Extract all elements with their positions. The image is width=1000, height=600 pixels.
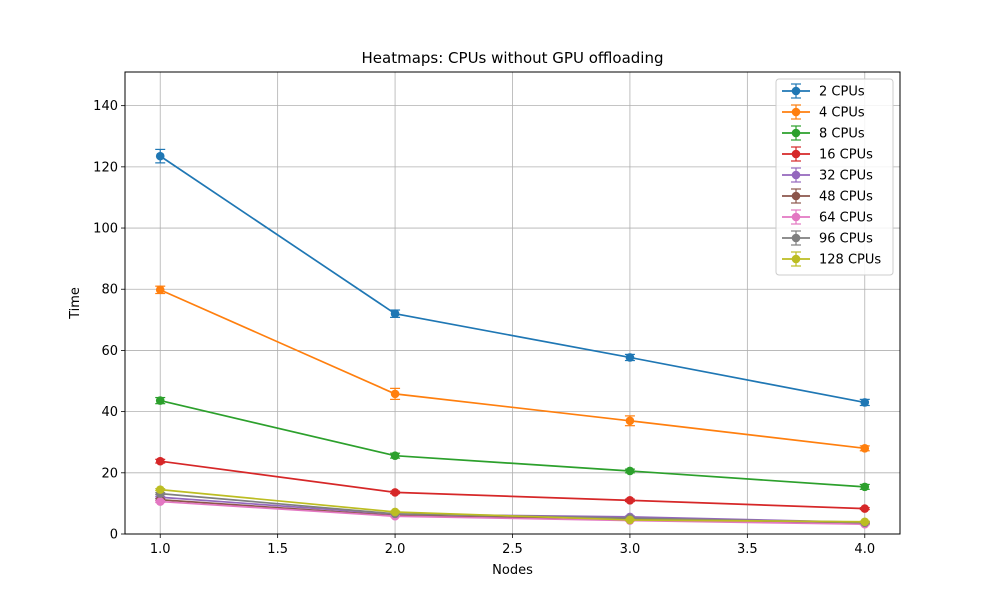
- data-point: [390, 451, 400, 460]
- legend-item: 16 CPUs: [782, 146, 873, 163]
- legend-marker: [791, 149, 801, 159]
- data-point: [625, 353, 635, 362]
- legend-marker: [791, 170, 801, 180]
- data-point: [860, 444, 870, 453]
- x-tick-label: 4.0: [854, 542, 875, 557]
- legend-marker: [791, 128, 801, 138]
- data-point: [625, 515, 635, 525]
- legend: 2 CPUs 4 CPUs 8 CPUs 16 CPUs 32 CPUs 48 CPUs 6…: [775, 78, 894, 276]
- data-point: [390, 389, 400, 399]
- legend-item: 64 CPUs: [782, 209, 873, 226]
- data-point: [860, 398, 870, 407]
- x-tick-label: 3.5: [737, 542, 758, 557]
- data-point: [860, 504, 870, 513]
- data-point: [155, 497, 165, 506]
- legend-label: 4 CPUs: [819, 106, 865, 121]
- series-line: [159, 155, 865, 404]
- series: [155, 396, 870, 492]
- legend-marker: [791, 107, 801, 117]
- x-tick-label: 1.5: [267, 542, 288, 557]
- legend-marker: [791, 86, 801, 96]
- legend-label: 48 CPUs: [819, 190, 873, 205]
- data-point: [155, 285, 165, 295]
- y-tick-label: 40: [101, 405, 118, 420]
- legend-item: 32 CPUs: [782, 167, 873, 184]
- series-line: [160, 488, 865, 523]
- legend-label: 128 CPUs: [819, 253, 881, 268]
- data-point: [625, 496, 635, 505]
- y-tick-label: 140: [93, 99, 118, 114]
- legend-label: 96 CPUs: [819, 232, 873, 247]
- legend-marker: [791, 233, 801, 243]
- data-point: [625, 466, 635, 476]
- legend-marker: [791, 254, 801, 264]
- y-tick-label: 20: [101, 466, 118, 481]
- x-tick-label: 1.0: [150, 542, 171, 557]
- data-point: [155, 456, 165, 466]
- series: [155, 148, 870, 407]
- series-line: [160, 500, 865, 526]
- legend-label: 8 CPUs: [819, 127, 865, 142]
- y-tick-label: 60: [101, 344, 118, 359]
- y-axis-ticks: 0 20 40 60 80 100 120 140: [93, 99, 125, 543]
- y-axis-label: Time: [68, 287, 83, 320]
- legend-item: 4 CPUs: [782, 104, 865, 121]
- data-point: [625, 416, 635, 426]
- legend-label: 16 CPUs: [819, 148, 873, 163]
- data-point: [860, 482, 870, 492]
- series-layer: [155, 148, 870, 529]
- series-line: [160, 399, 865, 488]
- data-point: [390, 309, 400, 319]
- x-tick-label: 2.5: [502, 542, 523, 557]
- y-tick-label: 0: [110, 528, 118, 543]
- legend-item: 48 CPUs: [782, 188, 873, 205]
- x-tick-label: 2.0: [385, 542, 406, 557]
- data-point: [390, 507, 400, 517]
- data-point: [860, 517, 870, 527]
- series-line: [160, 460, 865, 510]
- y-tick-label: 100: [93, 222, 118, 237]
- y-tick-label: 120: [93, 160, 118, 175]
- legend-marker: [791, 191, 801, 201]
- data-point: [155, 151, 165, 161]
- legend-item: 96 CPUs: [782, 230, 873, 247]
- chart-title: Heatmaps: CPUs without GPU offloading: [362, 49, 664, 67]
- data-point: [390, 488, 400, 497]
- data-point: [155, 485, 165, 494]
- series: [155, 485, 870, 527]
- legend-box: [775, 78, 894, 276]
- y-tick-label: 80: [101, 283, 118, 298]
- legend-item: 8 CPUs: [782, 125, 865, 142]
- series: [155, 456, 870, 513]
- legend-item: 2 CPUs: [782, 83, 865, 100]
- x-axis-label: Nodes: [492, 563, 533, 578]
- series: [155, 285, 870, 453]
- legend-item: 128 CPUs: [782, 251, 881, 268]
- series-line: [159, 289, 865, 450]
- x-tick-label: 3.0: [620, 542, 641, 557]
- legend-label: 32 CPUs: [819, 169, 873, 184]
- legend-marker: [791, 212, 801, 222]
- legend-label: 2 CPUs: [819, 85, 865, 100]
- data-point: [155, 396, 165, 405]
- x-axis-ticks: 1.0 1.5 2.0 2.5 3.0 3.5 4.0: [150, 534, 875, 557]
- legend-label: 64 CPUs: [819, 211, 873, 226]
